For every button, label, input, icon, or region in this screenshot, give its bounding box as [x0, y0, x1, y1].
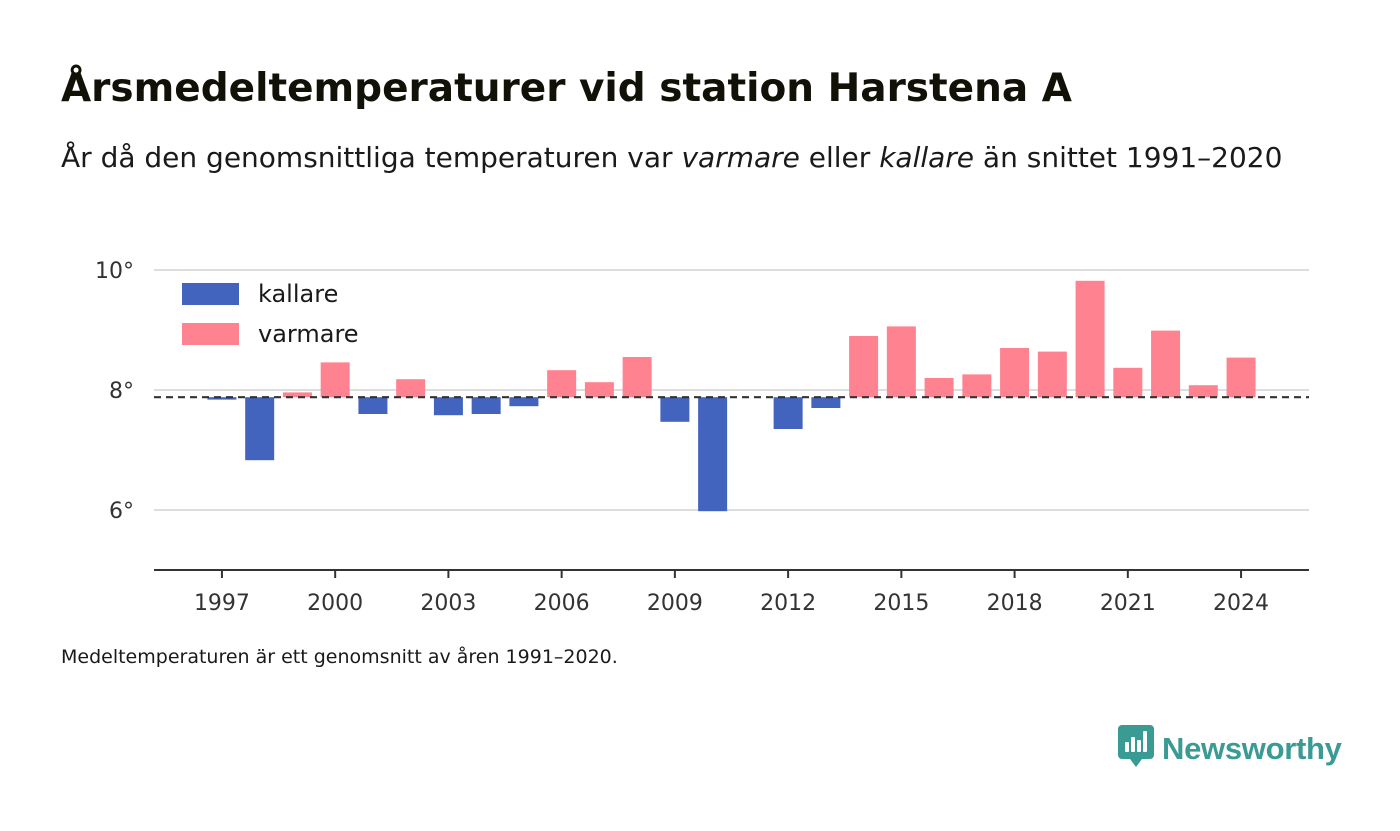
bar-2001: [358, 397, 388, 414]
legend-swatch-kallare: [182, 283, 239, 305]
bar-2000: [320, 362, 350, 398]
y-tick-label: 10°: [95, 259, 134, 284]
bar-2023: [1188, 385, 1218, 398]
bar-2009: [660, 397, 690, 422]
subtitle-part-1: År då den genomsnittliga temperaturen va…: [61, 141, 682, 174]
bar-2005: [509, 397, 539, 407]
subtitle-part-2: eller: [799, 141, 880, 174]
bar-2008: [622, 357, 652, 398]
x-tick-label: 2003: [420, 591, 476, 616]
chart-subtitle: År då den genomsnittliga temperaturen va…: [61, 136, 1311, 179]
bar-2012: [773, 397, 803, 429]
bar-2016: [924, 378, 954, 398]
y-tick-label: 6°: [109, 499, 134, 524]
bar-2015: [886, 326, 916, 398]
legend-swatch-varmare: [182, 323, 239, 345]
subtitle-part-3: än snittet 1991–2020: [974, 141, 1283, 174]
bar-2007: [584, 382, 614, 398]
legend-label-kallare: kallare: [258, 280, 338, 308]
bar-2010: [698, 397, 728, 512]
x-tick-label: 2021: [1100, 591, 1156, 616]
bar-1999: [282, 392, 312, 398]
bar-2013: [811, 397, 841, 408]
bar-2020: [1075, 280, 1105, 398]
bar-1998: [245, 397, 275, 461]
newsworthy-logo-icon: [1118, 725, 1154, 773]
subtitle-cold-word: kallare: [879, 141, 975, 174]
x-tick-label: 1997: [194, 591, 250, 616]
chart-title: Årsmedeltemperaturer vid station Harsten…: [61, 66, 1072, 111]
bar-2018: [1000, 348, 1030, 398]
y-tick-label: 8°: [109, 379, 134, 404]
bar-2022: [1151, 330, 1181, 398]
chart-footnote: Medeltemperaturen är ett genomsnitt av å…: [61, 646, 618, 668]
brand-name: Newsworthy: [1162, 731, 1342, 766]
bar-2024: [1226, 357, 1256, 398]
temperature-bar-chart: 6° 8° 10° 1997 2000 2003 2006 2009 2012 2015 2018 2…: [95, 259, 1309, 616]
x-tick-label: 2006: [534, 591, 590, 616]
newsworthy-brand: Newsworthy: [1118, 725, 1342, 773]
chart-legend: kallare varmare: [172, 276, 376, 356]
bar-2006: [547, 370, 577, 398]
x-tick-label: 2024: [1213, 591, 1269, 616]
subtitle-warm-word: varmare: [681, 141, 800, 174]
bar-2004: [471, 397, 501, 414]
x-tick-label: 2018: [987, 591, 1043, 616]
bar-2002: [396, 379, 426, 398]
bar-2003: [433, 397, 463, 416]
bar-2019: [1037, 351, 1067, 398]
bar-2017: [962, 374, 992, 398]
x-tick-label: 2012: [760, 591, 816, 616]
x-tick-label: 2015: [873, 591, 929, 616]
x-tick-label: 2009: [647, 591, 703, 616]
x-tick-label: 2000: [307, 591, 363, 616]
bar-2014: [849, 336, 879, 398]
bar-1997: [207, 397, 237, 400]
legend-label-varmare: varmare: [258, 320, 359, 348]
bar-2021: [1113, 367, 1143, 398]
